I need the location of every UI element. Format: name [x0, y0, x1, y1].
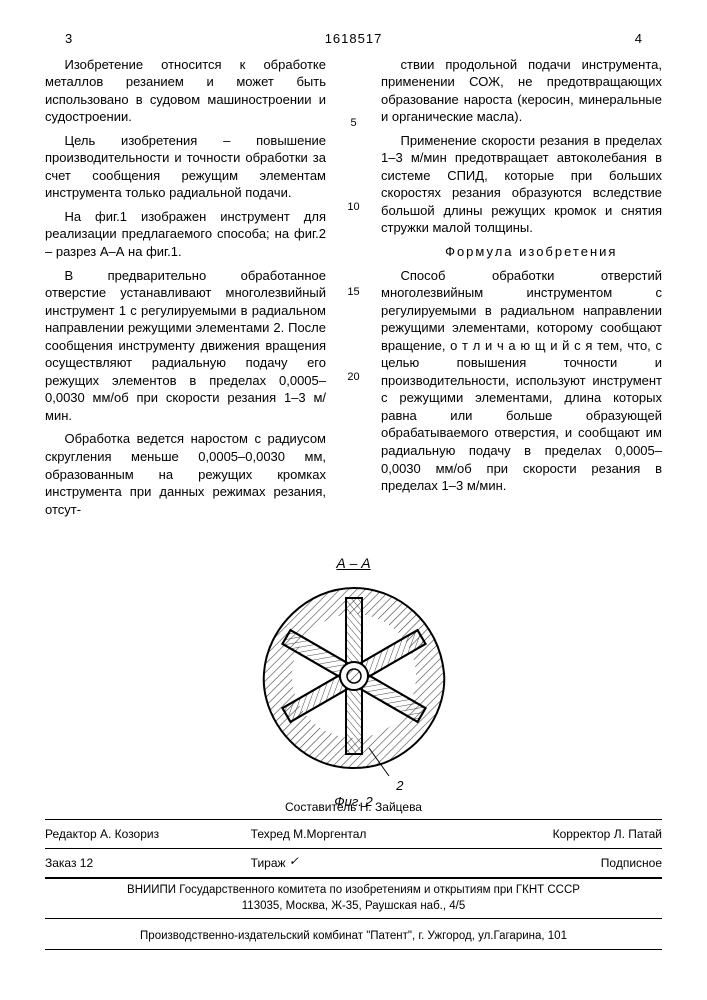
circulation: Тираж — [251, 856, 286, 870]
paragraph: Применение скорости резания в пределах 1… — [381, 132, 662, 237]
check-icon: ✓ — [289, 854, 299, 868]
signed: Подписное — [456, 855, 662, 871]
right-page-number: 4 — [635, 30, 642, 48]
paragraph: Цель изобретения – повышение производите… — [45, 132, 326, 202]
figure-callout: 2 — [396, 777, 403, 795]
corrector: Корректор Л. Патай — [456, 826, 662, 842]
formula-title: Формула изобретения — [381, 243, 662, 261]
compiler: Составитель Н. Зайцева — [45, 799, 662, 819]
figure-area: А – А — [45, 554, 662, 810]
paragraph: Способ обработки отверстий многолезвийны… — [381, 267, 662, 495]
org-address: ВНИИПИ Государственного комитета по изоб… — [45, 878, 662, 919]
paragraph: На фиг.1 изображен инструмент для реализ… — [45, 208, 326, 261]
section-label: А – А — [45, 554, 662, 573]
org-line1: ВНИИПИ Государственного комитета по изоб… — [127, 884, 580, 896]
order-row: Заказ 12 Тираж ✓ Подписное — [45, 848, 662, 878]
page-header: 3 1618517 4 — [45, 30, 662, 48]
footer-block: Составитель Н. Зайцева Редактор А. Козор… — [45, 799, 662, 950]
line-number: 10 — [346, 200, 361, 215]
text-columns: Изобретение относится к обработке металл… — [45, 56, 662, 525]
techred: Техред М.Моргентал — [251, 826, 457, 842]
patent-page: 3 1618517 4 Изобретение относится к обра… — [0, 0, 707, 1000]
editors-row: Редактор А. Козориз Техред М.Моргентал К… — [45, 819, 662, 848]
left-column: Изобретение относится к обработке металл… — [45, 56, 326, 525]
paragraph: ствии продольной подачи инструмента, при… — [381, 56, 662, 126]
editor: Редактор А. Козориз — [45, 826, 251, 842]
org-line2: 113035, Москва, Ж-35, Раушская наб., 4/5 — [242, 900, 465, 912]
document-number: 1618517 — [325, 30, 383, 48]
paragraph: Обработка ведется наростом с радиусом ск… — [45, 430, 326, 518]
paragraph: Изобретение относится к обработке металл… — [45, 56, 326, 126]
paragraph: В предварительно обработанное отверстие … — [45, 267, 326, 425]
right-column: ствии продольной подачи инструмента, при… — [381, 56, 662, 525]
left-page-number: 3 — [65, 30, 72, 48]
line-number: 5 — [346, 116, 361, 131]
line-number-gutter: 5 10 15 20 — [346, 56, 361, 525]
line-number: 15 — [346, 285, 361, 300]
line-number: 20 — [346, 370, 361, 385]
printer-line: Производственно-издательский комбинат "П… — [45, 919, 662, 950]
figure-drawing — [249, 578, 459, 778]
order: Заказ 12 — [45, 855, 251, 871]
